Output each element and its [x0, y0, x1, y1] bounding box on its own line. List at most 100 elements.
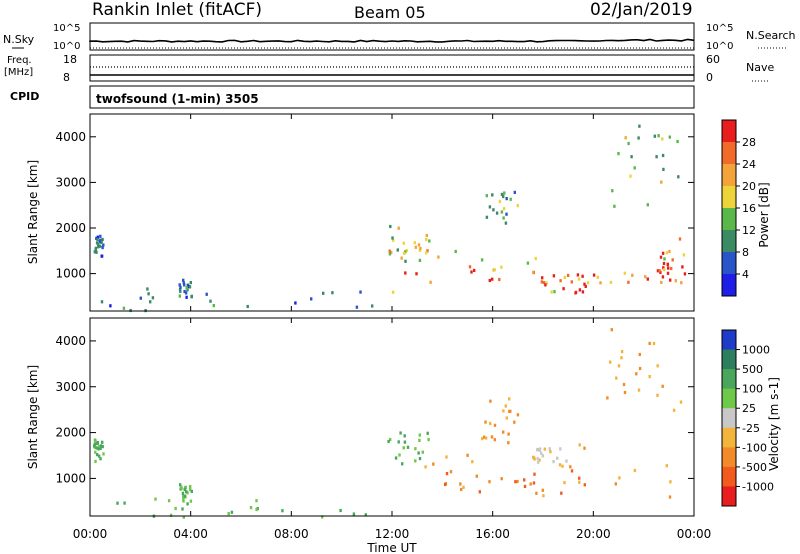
- data-cell: [97, 245, 100, 249]
- data-cell: [669, 480, 672, 484]
- data-cell: [559, 447, 562, 451]
- freq-label-1: Freq.: [7, 55, 32, 66]
- data-cell: [96, 237, 99, 242]
- data-cell: [100, 444, 103, 448]
- colorbar-tick-label: 20: [742, 180, 756, 193]
- data-cell: [414, 245, 417, 249]
- data-cell: [538, 448, 541, 452]
- data-cell: [563, 481, 566, 485]
- nsky-label: N.Sky: [3, 33, 35, 46]
- data-cell: [100, 300, 104, 304]
- data-cell: [536, 456, 539, 461]
- data-cell: [565, 459, 568, 463]
- data-cell: [648, 341, 651, 345]
- data-cell: [96, 235, 99, 239]
- freq-panel: [89, 54, 695, 82]
- colorbar-tick-label: 24: [742, 158, 756, 171]
- data-cell: [504, 404, 507, 408]
- data-cell: [509, 409, 512, 413]
- colorbar-tick-label: -500: [742, 461, 767, 474]
- data-cell: [352, 512, 356, 516]
- data-cell: [178, 283, 181, 287]
- data-cell: [578, 443, 581, 447]
- data-cell: [495, 211, 499, 215]
- data-cell: [493, 438, 496, 442]
- data-cell: [424, 465, 427, 469]
- data-cell: [94, 450, 97, 454]
- data-cell: [97, 447, 100, 451]
- nave-tick-top: 60: [706, 53, 720, 66]
- data-cell: [669, 278, 672, 282]
- data-cell: [545, 281, 548, 285]
- data-cell: [400, 256, 403, 260]
- data-cell: [406, 445, 410, 449]
- data-cell: [388, 252, 392, 256]
- data-cell: [484, 436, 488, 440]
- data-cell: [633, 468, 637, 473]
- data-cell: [182, 515, 185, 519]
- nsearch-tick-top: 10^5: [706, 23, 733, 34]
- data-cell: [507, 441, 510, 445]
- data-cell: [617, 364, 621, 368]
- data-cell: [391, 236, 394, 240]
- data-cell: [662, 167, 665, 171]
- data-cell: [147, 292, 150, 296]
- data-cell: [417, 451, 420, 455]
- x-tick-label: 20:00: [576, 527, 611, 541]
- data-cell: [209, 299, 212, 303]
- x-tick-label: 04:00: [173, 527, 208, 541]
- data-cell: [230, 510, 234, 514]
- data-cell: [660, 180, 663, 184]
- data-cell: [427, 438, 430, 442]
- data-cell: [389, 437, 392, 442]
- cpid-panel: [89, 85, 695, 109]
- data-cell: [532, 270, 535, 274]
- data-cell: [249, 506, 253, 510]
- data-cell: [663, 268, 666, 272]
- data-cell: [614, 482, 617, 486]
- data-cell: [627, 280, 630, 284]
- data-cell: [425, 233, 428, 238]
- data-cell: [526, 261, 530, 265]
- data-cell: [543, 447, 546, 451]
- colorbar-swatch: [722, 369, 736, 390]
- data-cell: [413, 241, 416, 245]
- power-panel-frame: [89, 113, 695, 312]
- data-cell: [184, 291, 188, 295]
- data-cell: [620, 356, 623, 360]
- data-cell: [541, 454, 544, 458]
- data-cell: [390, 250, 393, 255]
- data-cell: [623, 271, 626, 275]
- data-cell: [398, 453, 401, 457]
- data-cell: [624, 136, 627, 140]
- data-cell: [183, 289, 186, 294]
- data-cell: [502, 207, 506, 211]
- data-cell: [488, 480, 491, 484]
- data-cell: [481, 437, 484, 441]
- data-cell: [169, 513, 173, 517]
- colorbar-frame: [721, 329, 737, 507]
- data-cell: [180, 485, 183, 489]
- data-cell: [633, 166, 636, 170]
- velocity-heatmap: [93, 328, 683, 519]
- data-cell: [418, 433, 421, 437]
- colorbar-swatch: [722, 164, 736, 187]
- data-cell: [189, 484, 192, 489]
- data-cell: [101, 246, 104, 250]
- data-cell: [181, 507, 184, 511]
- data-cell: [396, 248, 399, 252]
- velocity-colorbar: 1000 500 100 25 -25 -100 -500 -1000: [721, 329, 774, 507]
- data-cell: [212, 304, 215, 308]
- data-cell: [468, 265, 472, 269]
- data-cell: [432, 462, 435, 466]
- data-cell: [102, 243, 105, 247]
- data-cell: [661, 384, 664, 388]
- data-cell: [421, 450, 424, 454]
- data-cell: [653, 134, 656, 138]
- velocity-colorbar-label: Velocity [m s-1]: [767, 377, 781, 471]
- data-cell: [182, 281, 185, 285]
- data-cell: [183, 283, 186, 287]
- data-cell: [294, 301, 297, 305]
- data-cell: [660, 280, 663, 285]
- data-cell: [627, 141, 630, 146]
